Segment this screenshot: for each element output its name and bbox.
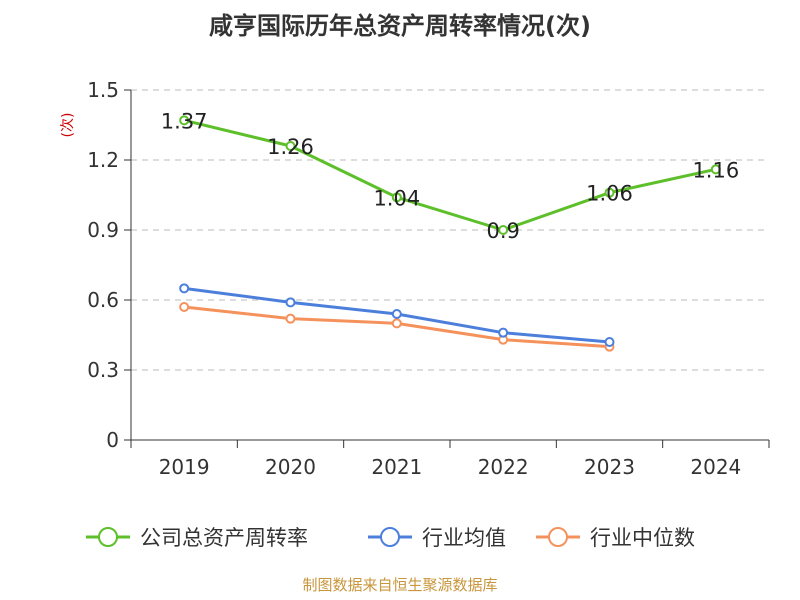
data-label: 1.37 (161, 109, 208, 133)
data-point (285, 313, 296, 324)
source-note: 制图数据来自恒生聚源数据库 (302, 576, 497, 594)
series-line-0 (183, 118, 717, 232)
legend-marker (98, 527, 118, 547)
data-point (710, 164, 721, 175)
y-tick-label: 1.2 (87, 148, 119, 172)
x-tick-label: 2022 (478, 455, 529, 479)
y-tick-label: 0 (106, 428, 119, 452)
x-tick-label: 2021 (371, 455, 422, 479)
x-tick-label: 2024 (690, 455, 741, 479)
data-label: 1.06 (586, 182, 633, 206)
data-label: 0.9 (486, 219, 519, 243)
chart-title: 咸亨国际历年总资产周转率情况(次) (209, 12, 591, 40)
data-point (179, 302, 190, 312)
data-label: 1.16 (692, 158, 739, 182)
data-point (604, 337, 615, 347)
data-label: 1.26 (267, 135, 314, 159)
legend-label: 公司总资产周转率 (140, 526, 308, 550)
legend-marker (380, 527, 400, 547)
x-tick-label: 2020 (265, 455, 316, 479)
data-point (391, 318, 402, 329)
legend-marker (548, 527, 568, 547)
y-axis-label: (次) (60, 113, 76, 138)
data-point (604, 187, 615, 198)
data-point (285, 297, 296, 308)
y-tick-label: 0.3 (87, 358, 119, 382)
legend-label: 行业均值 (422, 526, 506, 550)
data-point (498, 225, 509, 235)
data-point (391, 192, 402, 203)
data-point (285, 141, 296, 151)
data-point (179, 115, 190, 126)
data-label: 1.04 (373, 186, 420, 210)
legend-label: 行业中位数 (590, 526, 695, 550)
data-point (498, 327, 509, 338)
data-point (179, 283, 190, 294)
y-tick-label: 0.9 (87, 218, 119, 242)
x-tick-label: 2023 (584, 455, 635, 479)
x-tick-label: 2019 (159, 455, 210, 479)
y-tick-label: 0.6 (87, 288, 119, 312)
data-point (391, 309, 402, 319)
y-tick-label: 1.5 (87, 78, 119, 102)
